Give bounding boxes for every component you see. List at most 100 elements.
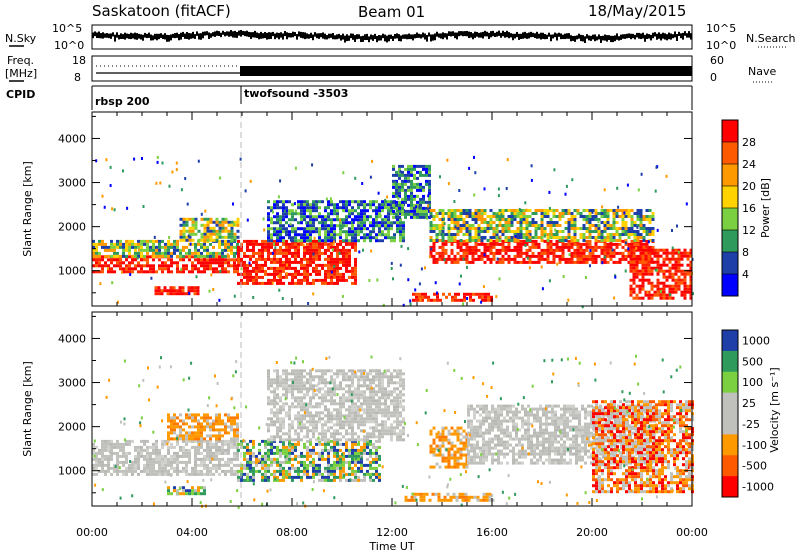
data-cell bbox=[441, 248, 445, 252]
scatter-cell bbox=[483, 236, 486, 240]
data-cell bbox=[227, 445, 230, 449]
noise-sample bbox=[610, 35, 612, 43]
data-cell bbox=[333, 463, 336, 467]
data-cell bbox=[236, 416, 239, 420]
scatter-cell bbox=[514, 235, 517, 238]
data-cell bbox=[92, 448, 95, 452]
data-cell bbox=[459, 218, 463, 221]
data-cell bbox=[507, 221, 511, 224]
data-cell bbox=[300, 402, 303, 406]
scatter-cell bbox=[635, 246, 638, 250]
data-cell bbox=[573, 230, 577, 233]
data-cell bbox=[653, 254, 657, 258]
data-cell bbox=[170, 445, 173, 449]
data-cell bbox=[179, 469, 182, 473]
data-cell bbox=[233, 437, 236, 441]
data-cell bbox=[689, 263, 693, 267]
data-cell bbox=[342, 209, 345, 213]
data-cell bbox=[152, 251, 155, 255]
data-cell bbox=[321, 472, 324, 476]
data-cell bbox=[188, 472, 191, 476]
data-cell bbox=[164, 466, 167, 470]
data-cell bbox=[294, 233, 297, 237]
data-cell bbox=[107, 264, 110, 268]
data-cell bbox=[152, 248, 155, 252]
data-cell bbox=[330, 281, 333, 285]
data-cell bbox=[113, 254, 116, 258]
noise-sample bbox=[626, 33, 628, 39]
data-cell bbox=[330, 272, 333, 276]
data-cell bbox=[125, 454, 128, 458]
data-cell bbox=[282, 236, 285, 240]
data-cell bbox=[279, 405, 282, 409]
data-cell bbox=[107, 258, 110, 262]
data-cell bbox=[267, 442, 270, 446]
data-cell bbox=[125, 457, 128, 461]
data-cell bbox=[233, 422, 236, 426]
data-cell bbox=[255, 460, 258, 464]
data-cell bbox=[345, 224, 348, 228]
noise-sample bbox=[454, 32, 456, 39]
data-cell bbox=[680, 293, 684, 297]
data-cell bbox=[267, 426, 270, 430]
data-cell bbox=[410, 197, 413, 201]
data-cell bbox=[315, 272, 318, 276]
data-cell bbox=[200, 442, 203, 446]
data-cell bbox=[653, 290, 657, 294]
noise-sample bbox=[636, 32, 638, 38]
data-cell bbox=[173, 445, 176, 449]
data-cell bbox=[398, 182, 401, 186]
data-cell bbox=[324, 251, 327, 255]
data-cell bbox=[95, 451, 98, 455]
data-cell bbox=[345, 454, 348, 458]
data-cell bbox=[537, 224, 541, 227]
data-cell bbox=[294, 417, 297, 421]
data-cell bbox=[534, 233, 538, 236]
data-cell bbox=[110, 248, 113, 252]
data-cell bbox=[143, 442, 146, 446]
data-cell bbox=[336, 451, 339, 455]
data-cell bbox=[197, 422, 200, 426]
data-cell bbox=[567, 209, 571, 212]
data-cell bbox=[609, 254, 613, 258]
data-cell bbox=[636, 212, 640, 215]
data-cell bbox=[285, 242, 288, 246]
scatter-cell bbox=[654, 268, 657, 272]
data-cell bbox=[95, 261, 98, 265]
data-cell bbox=[558, 218, 562, 221]
data-cell bbox=[152, 457, 155, 461]
data-cell bbox=[312, 260, 315, 264]
data-cell bbox=[166, 292, 170, 296]
data-cell bbox=[149, 457, 152, 461]
data-cell bbox=[149, 445, 152, 449]
data-cell bbox=[641, 284, 645, 288]
data-cell bbox=[291, 448, 294, 452]
data-cell bbox=[203, 232, 207, 236]
data-cell bbox=[122, 248, 125, 252]
data-cell bbox=[309, 463, 312, 467]
data-cell bbox=[276, 469, 279, 473]
data-cell bbox=[95, 463, 98, 467]
data-cell bbox=[510, 209, 514, 212]
data-cell bbox=[276, 378, 279, 382]
data-cell bbox=[627, 242, 631, 246]
data-cell bbox=[303, 454, 306, 458]
noise-sample bbox=[340, 35, 342, 41]
data-cell bbox=[300, 463, 303, 467]
data-cell bbox=[456, 221, 460, 224]
scatter-cell bbox=[483, 187, 486, 191]
data-cell bbox=[447, 209, 451, 212]
data-cell bbox=[306, 387, 309, 391]
data-cell bbox=[243, 254, 246, 258]
noise-sample bbox=[568, 33, 570, 39]
data-cell bbox=[240, 257, 243, 261]
data-cell bbox=[221, 220, 225, 224]
data-cell bbox=[543, 227, 547, 230]
data-cell bbox=[188, 460, 191, 464]
data-cell bbox=[264, 263, 267, 267]
data-cell bbox=[395, 170, 398, 174]
data-cell bbox=[206, 457, 209, 461]
data-cell bbox=[218, 258, 221, 262]
data-cell bbox=[288, 266, 291, 270]
scatter-cell bbox=[377, 191, 380, 195]
